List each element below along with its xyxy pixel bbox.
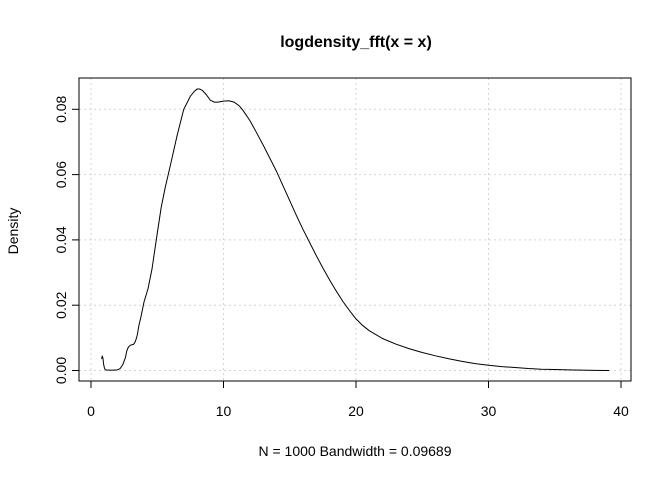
density-line [101, 88, 610, 371]
x-axis: 0 10 20 30 40 [87, 381, 629, 419]
y-tick-label: 0.02 [53, 291, 69, 318]
x-tick-label: 20 [348, 403, 364, 419]
y-axis-label: Density [5, 208, 21, 255]
x-tick-label: 0 [87, 403, 95, 419]
y-tick-label: 0.08 [53, 95, 69, 122]
x-tick-label: 40 [613, 403, 629, 419]
y-axis: 0.00 0.02 0.04 0.06 0.08 [53, 95, 79, 384]
grid-lines [79, 78, 631, 381]
chart-title: logdensity_fft(x = x) [280, 34, 432, 51]
y-tick-label: 0.04 [53, 226, 69, 253]
x-axis-label: N = 1000 Bandwidth = 0.09689 [258, 443, 451, 459]
x-tick-label: 10 [216, 403, 232, 419]
y-tick-label: 0.00 [53, 357, 69, 384]
plot-frame [78, 77, 632, 382]
x-tick-label: 30 [481, 403, 497, 419]
y-tick-label: 0.06 [53, 161, 69, 188]
